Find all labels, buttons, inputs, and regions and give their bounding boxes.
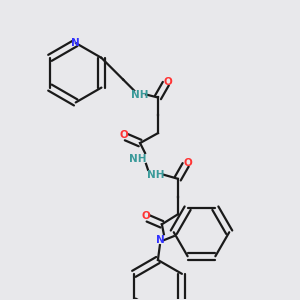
Text: N: N (155, 235, 164, 245)
Text: O: O (183, 158, 192, 168)
Text: O: O (120, 130, 129, 140)
Text: NH: NH (131, 89, 149, 100)
Text: O: O (164, 76, 172, 87)
Text: N: N (71, 38, 80, 48)
Text: O: O (142, 212, 150, 221)
Text: NH: NH (147, 170, 165, 180)
Text: NH: NH (129, 154, 147, 164)
